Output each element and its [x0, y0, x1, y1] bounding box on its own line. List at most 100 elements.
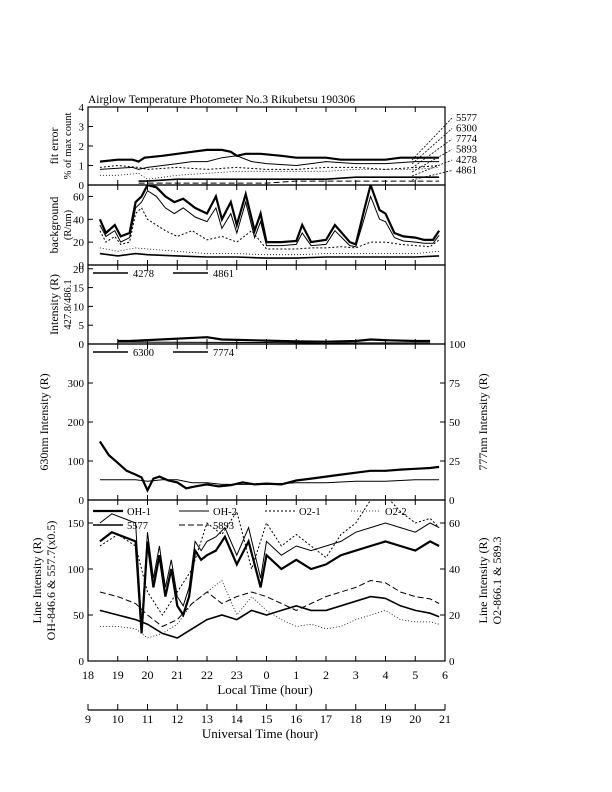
label-leader	[411, 117, 453, 161]
y-axis-label-right: O2-866.1 & 589.3	[490, 537, 504, 625]
series-line	[99, 189, 440, 248]
local-time-label: Local Time (hour)	[217, 682, 312, 697]
series-line-O2-2	[99, 579, 440, 639]
legend-label: OH-2	[213, 507, 237, 518]
series-line	[99, 252, 440, 259]
y-tick-label: 0	[79, 495, 85, 507]
series-end-label: 4861	[456, 166, 477, 177]
local-time-tick-label: 19	[112, 668, 124, 682]
panel-red-intensity: 0 100 200 300 0 25 50 75 100 630nm Intensity (R) 7…	[37, 339, 490, 507]
panel-fit-error: 0 1 2 3 4 fit error% of max count 557763007774…	[47, 102, 478, 192]
ut-tick-label: 14	[231, 712, 243, 726]
label-leader	[411, 170, 453, 181]
y-tick-right-label: 0	[449, 656, 455, 668]
y-tick-right-label: 60	[449, 518, 461, 530]
y-axis-label: fit error	[47, 128, 61, 165]
ut-tick-label: 16	[290, 712, 302, 726]
label-leader	[411, 128, 453, 165]
y-axis-label: 630nm Intensity (R)	[37, 373, 51, 470]
series-end-label: 5577	[456, 113, 477, 124]
y-tick-label: 10	[73, 301, 85, 313]
y-axis-label: (R/nm)	[63, 209, 74, 240]
series-line-4278	[117, 336, 431, 343]
series-line-5893	[99, 579, 440, 628]
series-line-5577	[99, 148, 440, 163]
y-axis-label: Line Intensity (R)	[30, 538, 44, 624]
series-group	[99, 148, 440, 184]
y-tick-right-label: 100	[449, 339, 466, 351]
y-tick-label: 2	[79, 141, 85, 153]
y-tick-right-label: 25	[449, 456, 461, 468]
y-tick-right-label: 0	[449, 495, 455, 507]
y-axis-label: 427.8/486.1	[63, 279, 74, 329]
series-group	[98, 185, 441, 259]
local-time-tick-label: 4	[383, 668, 389, 682]
series-line	[99, 207, 440, 250]
local-time-tick-label: 5	[412, 668, 418, 682]
y-tick-right-label: 40	[449, 564, 461, 576]
y-tick-label: 4	[79, 102, 85, 114]
series-group	[99, 500, 440, 639]
y-tick-right-label: 75	[449, 378, 461, 390]
y-tick-label: 15	[73, 283, 85, 295]
series-line-4278	[138, 176, 440, 182]
ut-tick-label: 9	[85, 712, 91, 726]
series-end-label: 4278	[456, 155, 477, 166]
ut-tick-label: 18	[350, 712, 362, 726]
label-leader	[411, 149, 453, 173]
ut-tick-label: 11	[142, 712, 154, 726]
y-tick-label: 20	[73, 264, 85, 276]
series-line-5893	[99, 167, 440, 180]
series-line-7774	[99, 479, 440, 485]
y-tick-label: 1	[79, 161, 85, 173]
series-group	[98, 440, 440, 493]
local-time-tick-label: 2	[323, 668, 329, 682]
y-axis-label: Intensity (R)	[47, 274, 61, 335]
local-time-tick-label: 22	[201, 668, 213, 682]
series-end-label: 5893	[456, 145, 477, 156]
series-line-OH-2	[99, 513, 440, 625]
y-tick-label: 150	[68, 518, 85, 530]
ut-tick-label: 20	[409, 712, 421, 726]
y-tick-label: 0	[79, 656, 85, 668]
series-line-6300	[99, 155, 440, 170]
y-tick-label: 0	[79, 339, 85, 351]
ut-tick-label: 10	[112, 712, 124, 726]
series-line-6300	[98, 440, 440, 493]
legend-label: 5893	[213, 521, 234, 532]
local-time-tick-label: 23	[231, 668, 243, 682]
legend-label: OH-1	[127, 507, 151, 518]
local-time-tick-label: 6	[442, 668, 448, 682]
series-line-OH-1	[99, 530, 440, 634]
y-tick-label: 60	[73, 191, 85, 203]
y-tick-label: 300	[68, 378, 85, 390]
local-time-tick-label: 3	[353, 668, 359, 682]
y-tick-right-label: 50	[449, 417, 461, 429]
local-time-tick-label: 18	[82, 668, 94, 682]
series-end-label: 7774	[456, 134, 478, 145]
y-axis-label-right: 777nm Intensity (R)	[476, 373, 490, 470]
legend-label: 5577	[127, 521, 148, 532]
legend-label: 6300	[133, 348, 154, 359]
y-tick-label: 0	[79, 180, 85, 192]
label-leader	[411, 138, 453, 169]
ut-tick-label: 13	[201, 712, 213, 726]
y-tick-label: 100	[68, 564, 85, 576]
y-tick-label: 20	[73, 237, 85, 249]
y-axis-label: OH-846.6 & 557.7(x0.5)	[44, 521, 58, 641]
time-axes: Local Time (hour) Universal Time (hour) …	[82, 668, 451, 741]
chart-title: Airglow Temperature Photometer No.3 Riku…	[88, 94, 355, 106]
series-end-label: 6300	[456, 124, 477, 135]
ut-tick-label: 19	[380, 712, 392, 726]
y-tick-right-label: 20	[449, 610, 461, 622]
legend-label: O2-2	[385, 507, 407, 518]
legend-label: 7774	[213, 348, 235, 359]
ut-tick-label: 21	[439, 712, 451, 726]
local-time-tick-label: 20	[142, 668, 154, 682]
series-line	[98, 185, 441, 246]
series-group	[117, 336, 431, 344]
legend-label: O2-1	[299, 507, 321, 518]
y-tick-label: 0	[79, 260, 85, 272]
